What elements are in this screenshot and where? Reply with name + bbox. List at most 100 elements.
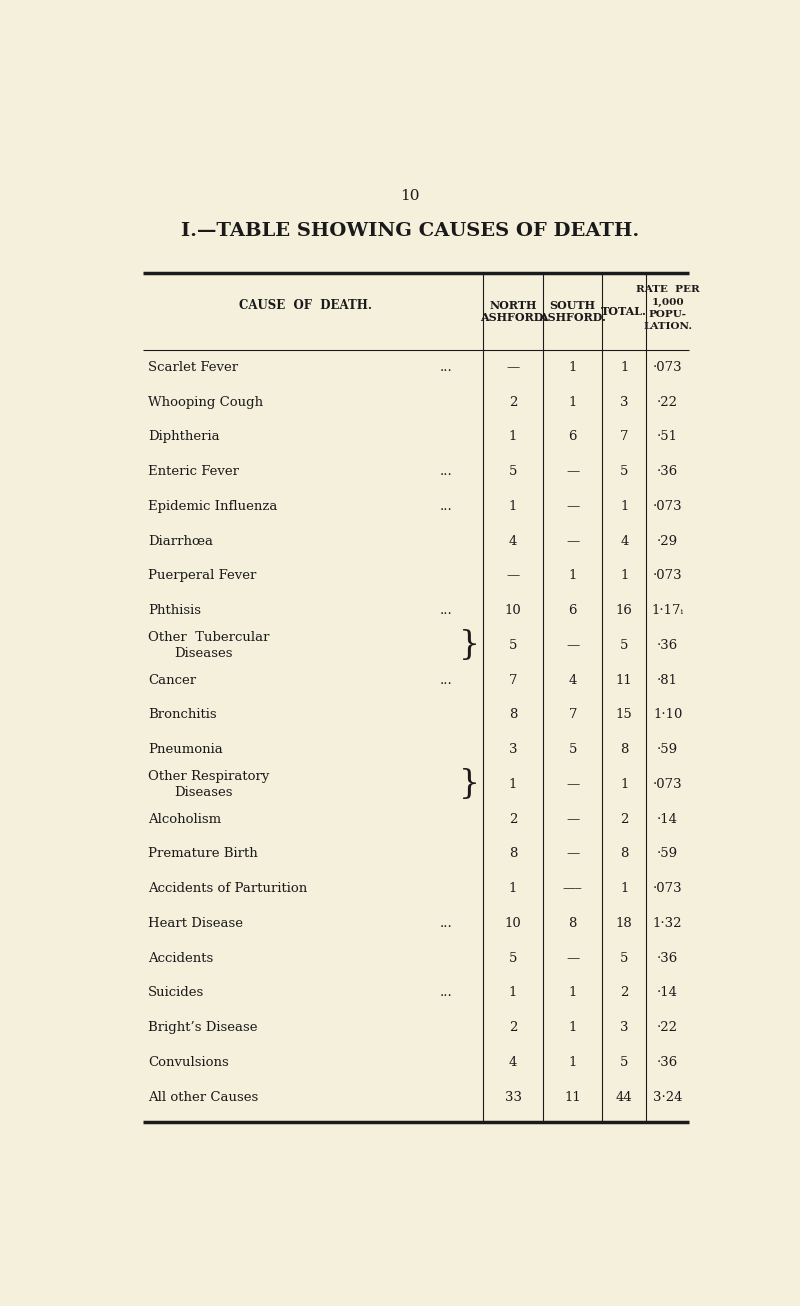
Text: 7: 7 bbox=[569, 708, 577, 721]
Text: ·51: ·51 bbox=[657, 431, 678, 443]
Text: —: — bbox=[566, 534, 579, 547]
Text: 3: 3 bbox=[620, 396, 629, 409]
Text: —: — bbox=[566, 848, 579, 861]
Text: 1: 1 bbox=[509, 882, 518, 895]
Text: ·073: ·073 bbox=[653, 360, 682, 374]
Text: ...: ... bbox=[440, 500, 453, 513]
Text: 6: 6 bbox=[569, 431, 577, 443]
Text: 8: 8 bbox=[620, 743, 629, 756]
Text: ...: ... bbox=[440, 986, 453, 999]
Text: 4: 4 bbox=[509, 534, 518, 547]
Text: 1,000: 1,000 bbox=[651, 298, 684, 307]
Text: ·29: ·29 bbox=[657, 534, 678, 547]
Text: 1: 1 bbox=[509, 778, 518, 791]
Text: 1: 1 bbox=[620, 569, 629, 582]
Text: ·36: ·36 bbox=[657, 465, 678, 478]
Text: 4: 4 bbox=[509, 1057, 518, 1070]
Text: 44: 44 bbox=[616, 1091, 633, 1104]
Text: 1: 1 bbox=[620, 500, 629, 513]
Text: 6: 6 bbox=[569, 605, 577, 618]
Text: 1·32: 1·32 bbox=[653, 917, 682, 930]
Text: ·073: ·073 bbox=[653, 778, 682, 791]
Text: 1: 1 bbox=[569, 396, 577, 409]
Text: 3·24: 3·24 bbox=[653, 1091, 682, 1104]
Text: 2: 2 bbox=[620, 986, 629, 999]
Text: 1: 1 bbox=[620, 882, 629, 895]
Text: —–: —– bbox=[563, 882, 582, 895]
Text: 7: 7 bbox=[620, 431, 629, 443]
Text: 1: 1 bbox=[509, 986, 518, 999]
Text: }: } bbox=[458, 629, 480, 661]
Text: Pneumonia: Pneumonia bbox=[148, 743, 222, 756]
Text: ...: ... bbox=[440, 674, 453, 687]
Text: ·36: ·36 bbox=[657, 952, 678, 965]
Text: 3: 3 bbox=[509, 743, 518, 756]
Text: Bright’s Disease: Bright’s Disease bbox=[148, 1021, 258, 1034]
Text: 5: 5 bbox=[509, 639, 518, 652]
Text: ·073: ·073 bbox=[653, 882, 682, 895]
Text: 1·10: 1·10 bbox=[653, 708, 682, 721]
Text: All other Causes: All other Causes bbox=[148, 1091, 258, 1104]
Text: ·22: ·22 bbox=[657, 1021, 678, 1034]
Text: 10: 10 bbox=[400, 189, 420, 202]
Text: ·59: ·59 bbox=[657, 848, 678, 861]
Text: Bronchitis: Bronchitis bbox=[148, 708, 217, 721]
Text: Diphtheria: Diphtheria bbox=[148, 431, 220, 443]
Text: 4: 4 bbox=[569, 674, 577, 687]
Text: Other  Tubercular: Other Tubercular bbox=[148, 631, 270, 644]
Text: ·81: ·81 bbox=[657, 674, 678, 687]
Text: —: — bbox=[566, 812, 579, 825]
Text: Premature Birth: Premature Birth bbox=[148, 848, 258, 861]
Text: 1: 1 bbox=[620, 778, 629, 791]
Text: 1: 1 bbox=[569, 360, 577, 374]
Text: Suicides: Suicides bbox=[148, 986, 204, 999]
Text: ·59: ·59 bbox=[657, 743, 678, 756]
Text: 1: 1 bbox=[569, 1057, 577, 1070]
Text: 8: 8 bbox=[569, 917, 577, 930]
Text: —: — bbox=[566, 778, 579, 791]
Text: 1·17ᵢ: 1·17ᵢ bbox=[652, 605, 684, 618]
Text: Whooping Cough: Whooping Cough bbox=[148, 396, 263, 409]
Text: 7: 7 bbox=[509, 674, 518, 687]
Text: Alcoholism: Alcoholism bbox=[148, 812, 221, 825]
Text: 8: 8 bbox=[620, 848, 629, 861]
Text: Cancer: Cancer bbox=[148, 674, 196, 687]
Text: 2: 2 bbox=[509, 812, 518, 825]
Text: 15: 15 bbox=[616, 708, 633, 721]
Text: 1: 1 bbox=[620, 360, 629, 374]
Text: ·22: ·22 bbox=[657, 396, 678, 409]
Text: ·073: ·073 bbox=[653, 500, 682, 513]
Text: POPU-: POPU- bbox=[649, 310, 686, 319]
Text: 5: 5 bbox=[620, 1057, 629, 1070]
Text: 10: 10 bbox=[505, 605, 522, 618]
Text: 11: 11 bbox=[616, 674, 633, 687]
Text: 16: 16 bbox=[616, 605, 633, 618]
Text: I.—TABLE SHOWING CAUSES OF DEATH.: I.—TABLE SHOWING CAUSES OF DEATH. bbox=[181, 222, 639, 239]
Text: 5: 5 bbox=[620, 639, 629, 652]
Text: ·36: ·36 bbox=[657, 1057, 678, 1070]
Text: 11: 11 bbox=[564, 1091, 581, 1104]
Text: Phthisis: Phthisis bbox=[148, 605, 201, 618]
Text: Diseases: Diseases bbox=[174, 646, 233, 660]
Text: NORTH: NORTH bbox=[490, 300, 537, 311]
Text: ·14: ·14 bbox=[657, 986, 678, 999]
Text: —: — bbox=[506, 569, 520, 582]
Text: ·073: ·073 bbox=[653, 569, 682, 582]
Text: 3: 3 bbox=[620, 1021, 629, 1034]
Text: LATION.: LATION. bbox=[643, 323, 692, 332]
Text: Puerperal Fever: Puerperal Fever bbox=[148, 569, 257, 582]
Text: 5: 5 bbox=[569, 743, 577, 756]
Text: 18: 18 bbox=[616, 917, 633, 930]
Text: 8: 8 bbox=[509, 708, 518, 721]
Text: Accidents: Accidents bbox=[148, 952, 214, 965]
Text: 1: 1 bbox=[509, 500, 518, 513]
Text: Accidents of Parturition: Accidents of Parturition bbox=[148, 882, 307, 895]
Text: —: — bbox=[566, 500, 579, 513]
Text: 2: 2 bbox=[620, 812, 629, 825]
Text: 5: 5 bbox=[509, 465, 518, 478]
Text: Enteric Fever: Enteric Fever bbox=[148, 465, 239, 478]
Text: 4: 4 bbox=[620, 534, 629, 547]
Text: CAUSE  OF  DEATH.: CAUSE OF DEATH. bbox=[239, 299, 372, 312]
Text: —: — bbox=[566, 465, 579, 478]
Text: ...: ... bbox=[440, 605, 453, 618]
